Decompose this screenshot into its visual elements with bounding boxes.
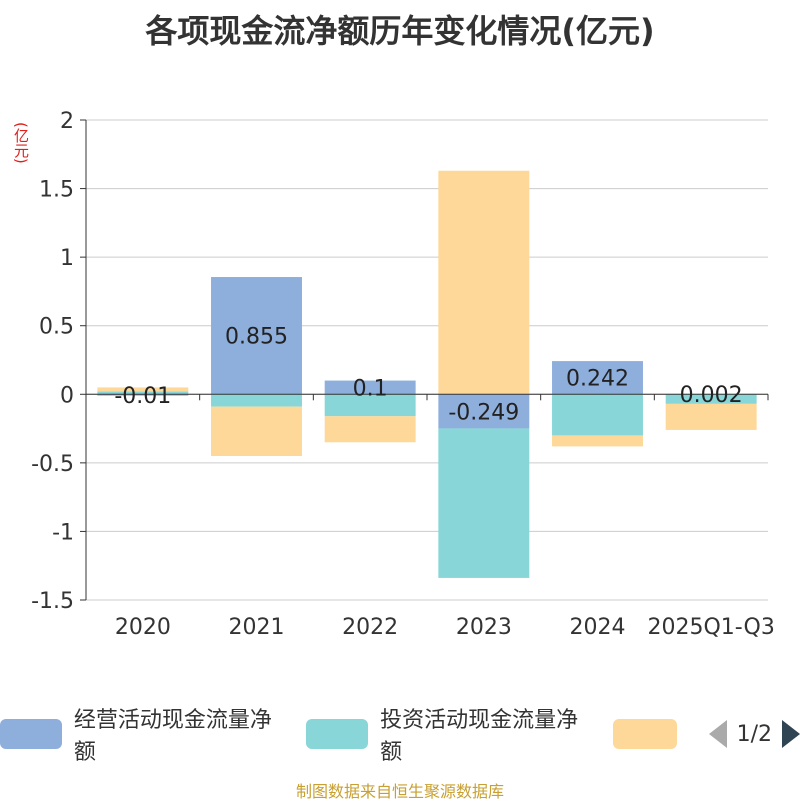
y-tick-label-0: 2 [60,109,74,134]
bar-layer [97,171,756,578]
bar-s2-2021[interactable] [211,407,302,456]
bar-s2-2022[interactable] [325,416,416,442]
legend-pager: 1/2 [709,720,800,748]
bar-s1-2021[interactable] [211,394,302,406]
x-tick-label-2: 2022 [342,615,398,640]
y-tick-label-3: 0.5 [39,315,74,340]
legend-prev-icon[interactable] [709,720,727,748]
legend-item-operating[interactable]: 经营活动现金流量净额 [0,702,286,766]
legend-page-indicator: 1/2 [737,722,772,747]
y-tick-label-5: -0.5 [31,452,74,477]
legend-swatch-financing [613,719,677,749]
grid-layer [86,120,768,600]
data-label-2022: 0.1 [353,376,388,401]
y-tick-label-4: 0 [60,383,74,408]
data-label-2025Q1-Q3: 0.002 [680,383,743,408]
bar-s2-2024[interactable] [552,435,643,446]
bar-s1-2023[interactable] [438,428,529,577]
data-label-2023: -0.249 [448,400,519,425]
legend-item-investing[interactable]: 投资活动现金流量净额 [306,702,592,766]
y-tick-label-1: 1.5 [39,178,74,203]
x-tick-label-1: 2021 [229,615,285,640]
x-tick-label-3: 2023 [456,615,512,640]
chart-plot: 2 1.5 1 0.5 0 -0.5 -1 -1.5 2020 2021 2022 2023 2024 2… [0,0,800,700]
legend-swatch-operating [0,719,62,749]
data-label-2020: -0.01 [114,384,171,409]
data-source-note: 制图数据来自恒生聚源数据库 [0,778,800,802]
legend-swatch-investing [306,719,368,749]
bar-s2-2023[interactable] [438,171,529,395]
legend-next-icon[interactable] [782,720,800,748]
label-layer: -0.01 0.855 0.1 -0.249 0.242 0.002 [114,325,742,426]
x-tick-label-0: 2020 [115,615,171,640]
legend-label-investing: 投资活动现金流量净额 [380,702,592,766]
legend-label-operating: 经营活动现金流量净额 [74,702,286,766]
x-tick-label-4: 2024 [570,615,626,640]
y-tick-label-2: 1 [60,246,74,271]
bar-s1-2024[interactable] [552,394,643,435]
legend-item-financing[interactable] [613,719,689,749]
legend: 经营活动现金流量净额 投资活动现金流量净额 1/2 [0,716,800,752]
y-tick-label-6: -1 [52,520,74,545]
data-label-2021: 0.855 [225,325,288,350]
y-tick-label-7: -1.5 [31,589,74,614]
data-label-2024: 0.242 [566,367,629,392]
x-tick-label-5: 2025Q1-Q3 [647,615,774,640]
